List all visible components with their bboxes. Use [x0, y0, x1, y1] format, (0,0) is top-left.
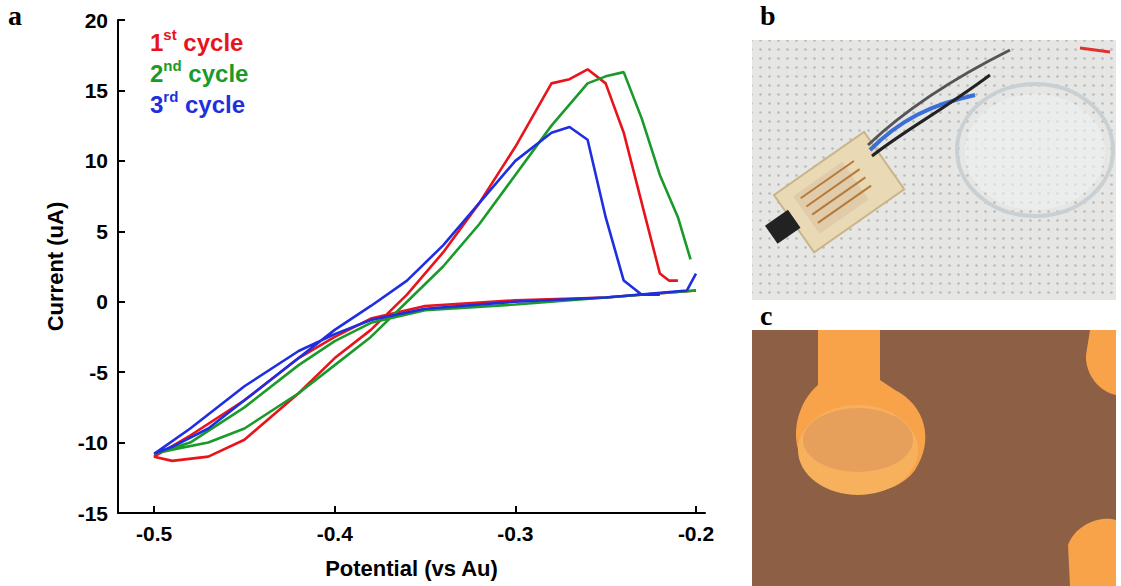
svg-text:15: 15 [85, 79, 109, 102]
svg-text:Potential (vs Au): Potential (vs Au) [325, 556, 498, 581]
svg-text:-5: -5 [89, 361, 108, 384]
svg-text:10: 10 [85, 149, 108, 172]
svg-text:3: 3 [150, 91, 163, 118]
html-text:a: a [8, 0, 22, 31]
svg-text:-0.5: -0.5 [136, 522, 173, 545]
svg-text:-0.2: -0.2 [678, 522, 714, 545]
svg-text:-10: -10 [78, 431, 108, 454]
svg-text:2: 2 [150, 60, 163, 87]
svg-text:-0.4: -0.4 [317, 522, 354, 545]
svg-text:20: 20 [85, 9, 108, 32]
svg-text:-15: -15 [78, 502, 109, 525]
svg-text:cycle: cycle [178, 91, 245, 118]
svg-text:1: 1 [150, 29, 163, 56]
svg-text:st: st [163, 26, 176, 43]
html-text:c: c [760, 300, 773, 331]
svg-text:rd: rd [163, 88, 178, 105]
svg-text:5: 5 [96, 220, 108, 243]
svg-text:Current (uA): Current (uA) [43, 202, 68, 332]
svg-text:nd: nd [163, 57, 181, 74]
html-text:b: b [760, 0, 776, 31]
svg-text:-0.3: -0.3 [497, 522, 533, 545]
svg-text:0: 0 [96, 290, 108, 313]
svg-text:cycle: cycle [177, 29, 244, 56]
svg-text:cycle: cycle [182, 60, 249, 87]
